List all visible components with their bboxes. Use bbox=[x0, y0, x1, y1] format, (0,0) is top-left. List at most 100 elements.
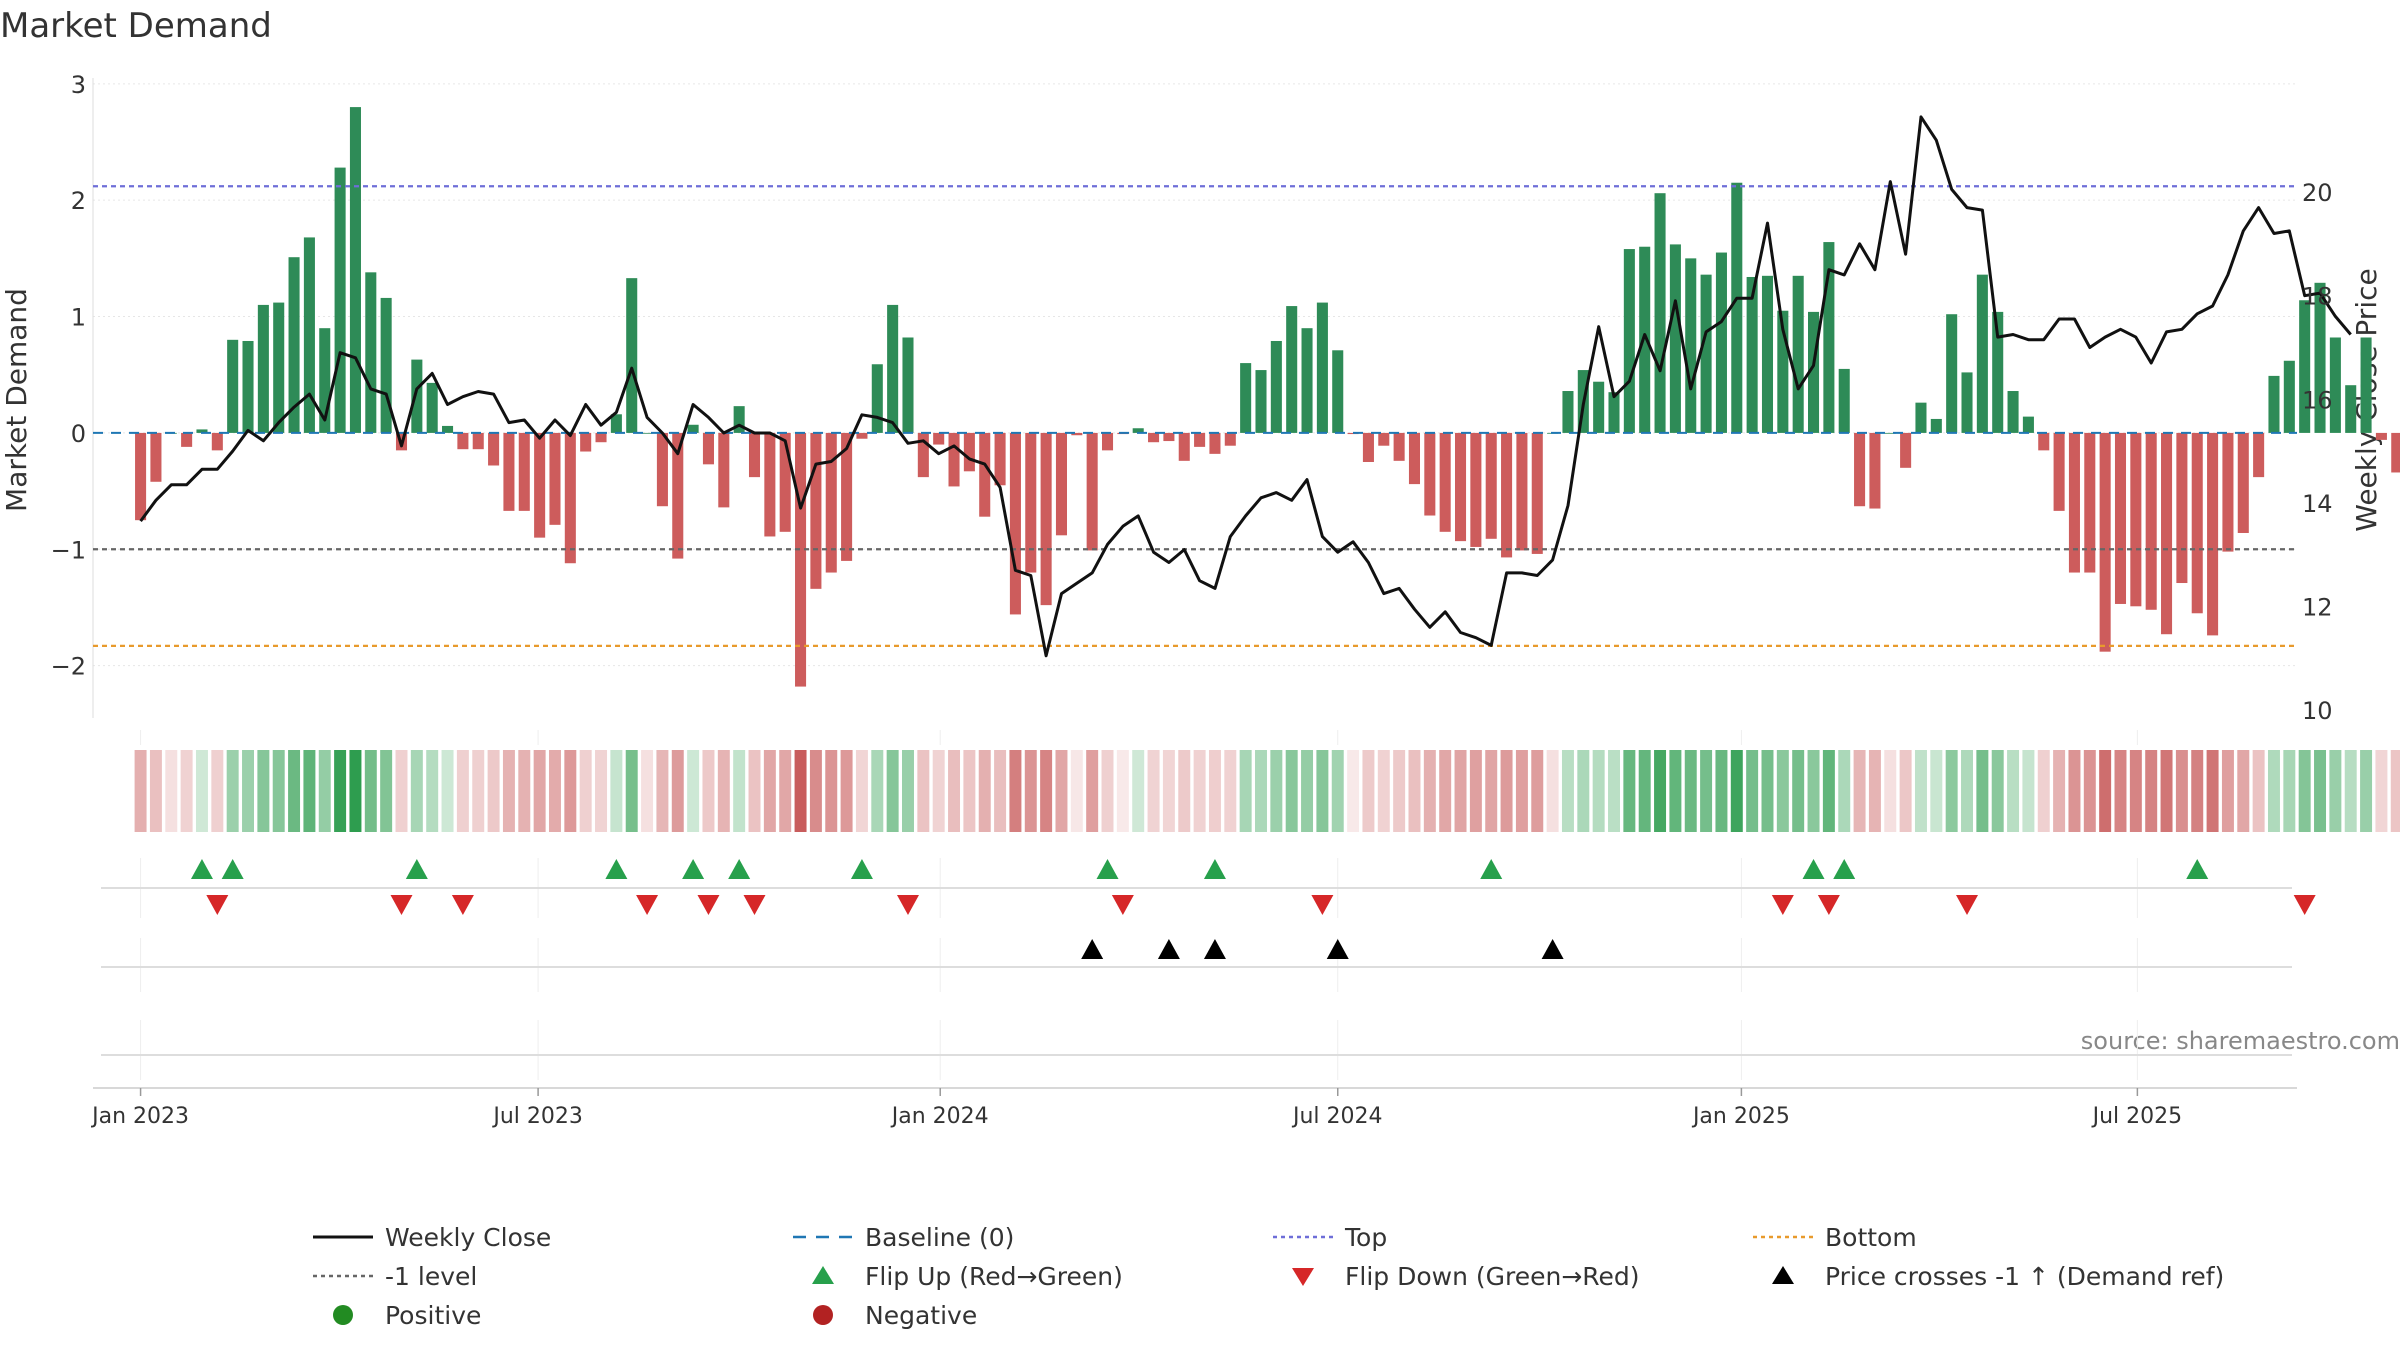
demand-bar bbox=[2375, 432, 2387, 440]
legend-swatch bbox=[1292, 1268, 1314, 1286]
heat-strip-cell bbox=[1608, 750, 1620, 832]
flip-down-marker bbox=[1771, 895, 1794, 915]
heat-strip-cell bbox=[1009, 750, 1022, 832]
heat-strip-cell bbox=[242, 750, 255, 832]
demand-bar bbox=[2345, 385, 2357, 433]
demand-bar bbox=[2053, 432, 2065, 511]
legend-item: -1 level bbox=[313, 1262, 477, 1291]
y-right-tick-label: 18 bbox=[2302, 283, 2333, 311]
demand-bar bbox=[2161, 432, 2173, 635]
y-left-axis-label: Market Demand bbox=[0, 288, 33, 512]
demand-bar bbox=[948, 432, 960, 487]
heat-strip-cell bbox=[1116, 750, 1129, 832]
flip-up-marker bbox=[1480, 859, 1503, 879]
demand-bar bbox=[564, 432, 576, 564]
demand-bar bbox=[1439, 432, 1451, 532]
heat-strip-cell bbox=[1546, 750, 1559, 832]
demand-bar bbox=[2068, 432, 2080, 573]
demand-bar bbox=[1884, 432, 1896, 434]
y-right-tick-label: 10 bbox=[2302, 697, 2333, 725]
heat-strip-cell bbox=[1285, 750, 1298, 832]
y-left-tick-label: 0 bbox=[71, 420, 86, 448]
heat-strip-cell bbox=[1899, 750, 1912, 832]
heat-strip-cell bbox=[641, 750, 654, 832]
heat-strip-cell bbox=[840, 750, 853, 832]
demand-bar bbox=[2114, 432, 2127, 604]
heat-strip-cell bbox=[748, 750, 761, 832]
demand-bar bbox=[1915, 402, 1927, 433]
heat-strip-cell bbox=[1393, 750, 1406, 832]
demand-bar bbox=[1608, 392, 1620, 433]
price-cross-marker bbox=[1203, 939, 1226, 959]
flip-down-marker bbox=[206, 895, 229, 915]
demand-bar bbox=[779, 432, 791, 532]
heat-strip-cell bbox=[932, 750, 945, 832]
flip-down-marker bbox=[743, 895, 766, 915]
flip-up-marker bbox=[1802, 859, 1825, 879]
heat-strip-cell bbox=[763, 750, 776, 832]
demand-bar bbox=[1224, 432, 1236, 446]
demand-bar bbox=[672, 432, 684, 559]
demand-bar bbox=[2329, 337, 2341, 433]
x-tick-label: Jan 2024 bbox=[890, 1104, 989, 1129]
heat-strip-cell bbox=[1669, 750, 1682, 832]
heat-strip-cell bbox=[1822, 750, 1835, 832]
demand-bar bbox=[273, 302, 285, 433]
demand-bar bbox=[503, 432, 515, 511]
flip-down-marker bbox=[697, 895, 720, 915]
flip-down-marker bbox=[1311, 895, 1334, 915]
heat-strip-cell bbox=[2037, 750, 2050, 832]
heat-strip-cell bbox=[1961, 750, 1973, 832]
heat-strip-cell bbox=[1761, 750, 1774, 832]
heat-strip-cell bbox=[978, 750, 991, 832]
heat-strip-cell bbox=[2329, 750, 2342, 832]
heat-strip-cell bbox=[1577, 750, 1590, 832]
demand-bar bbox=[1025, 432, 1037, 573]
heat-strip-cell bbox=[487, 750, 500, 832]
demand-bar bbox=[1101, 432, 1114, 451]
demand-bar bbox=[979, 432, 991, 517]
demand-bar bbox=[472, 432, 484, 450]
heat-strip-cell bbox=[702, 750, 715, 832]
demand-bar bbox=[1286, 306, 1298, 433]
demand-bar bbox=[349, 107, 361, 433]
demand-bar bbox=[1055, 432, 1067, 536]
heat-strip-cell bbox=[1055, 750, 1068, 832]
heat-strip-cell bbox=[1193, 750, 1206, 832]
heat-strip-cell bbox=[2191, 750, 2204, 832]
heat-strip-cell bbox=[564, 750, 577, 832]
heat-strip-cell bbox=[318, 750, 331, 832]
demand-bar bbox=[211, 432, 223, 451]
legend-item: Weekly Close bbox=[313, 1223, 551, 1252]
flip-down-marker bbox=[896, 895, 919, 915]
demand-bar bbox=[1194, 432, 1206, 447]
heat-strip-cell bbox=[334, 750, 347, 832]
demand-bar bbox=[1009, 432, 1021, 615]
heat-strip-cell bbox=[2360, 750, 2373, 832]
x-tick-label: Jan 2025 bbox=[1691, 1104, 1790, 1129]
demand-bar bbox=[2222, 432, 2234, 552]
heat-strip-cell bbox=[1930, 750, 1943, 832]
demand-bar bbox=[457, 432, 469, 450]
demand-bar bbox=[1485, 432, 1497, 539]
heat-strip-cell bbox=[1945, 750, 1958, 832]
flip-up-marker bbox=[728, 859, 751, 879]
demand-bar bbox=[795, 432, 807, 687]
y-left-tick-label: 2 bbox=[71, 187, 86, 215]
demand-bar bbox=[196, 429, 208, 433]
demand-bar bbox=[1823, 242, 1835, 433]
chart-title: Market Demand bbox=[0, 6, 272, 46]
demand-bar bbox=[1454, 432, 1467, 542]
demand-bar bbox=[1240, 363, 1252, 433]
demand-bar bbox=[1593, 381, 1605, 433]
heat-strip-cell bbox=[2175, 750, 2188, 832]
demand-bar bbox=[411, 359, 423, 433]
flip-down-marker bbox=[1817, 895, 1840, 915]
demand-bar bbox=[687, 424, 699, 433]
y-right-tick-label: 12 bbox=[2302, 594, 2333, 622]
heat-strip-cell bbox=[1914, 750, 1927, 832]
heat-strip-cell bbox=[1347, 750, 1360, 832]
demand-bar bbox=[810, 432, 822, 589]
demand-bar bbox=[257, 304, 269, 433]
heat-strip-cell bbox=[502, 750, 515, 832]
